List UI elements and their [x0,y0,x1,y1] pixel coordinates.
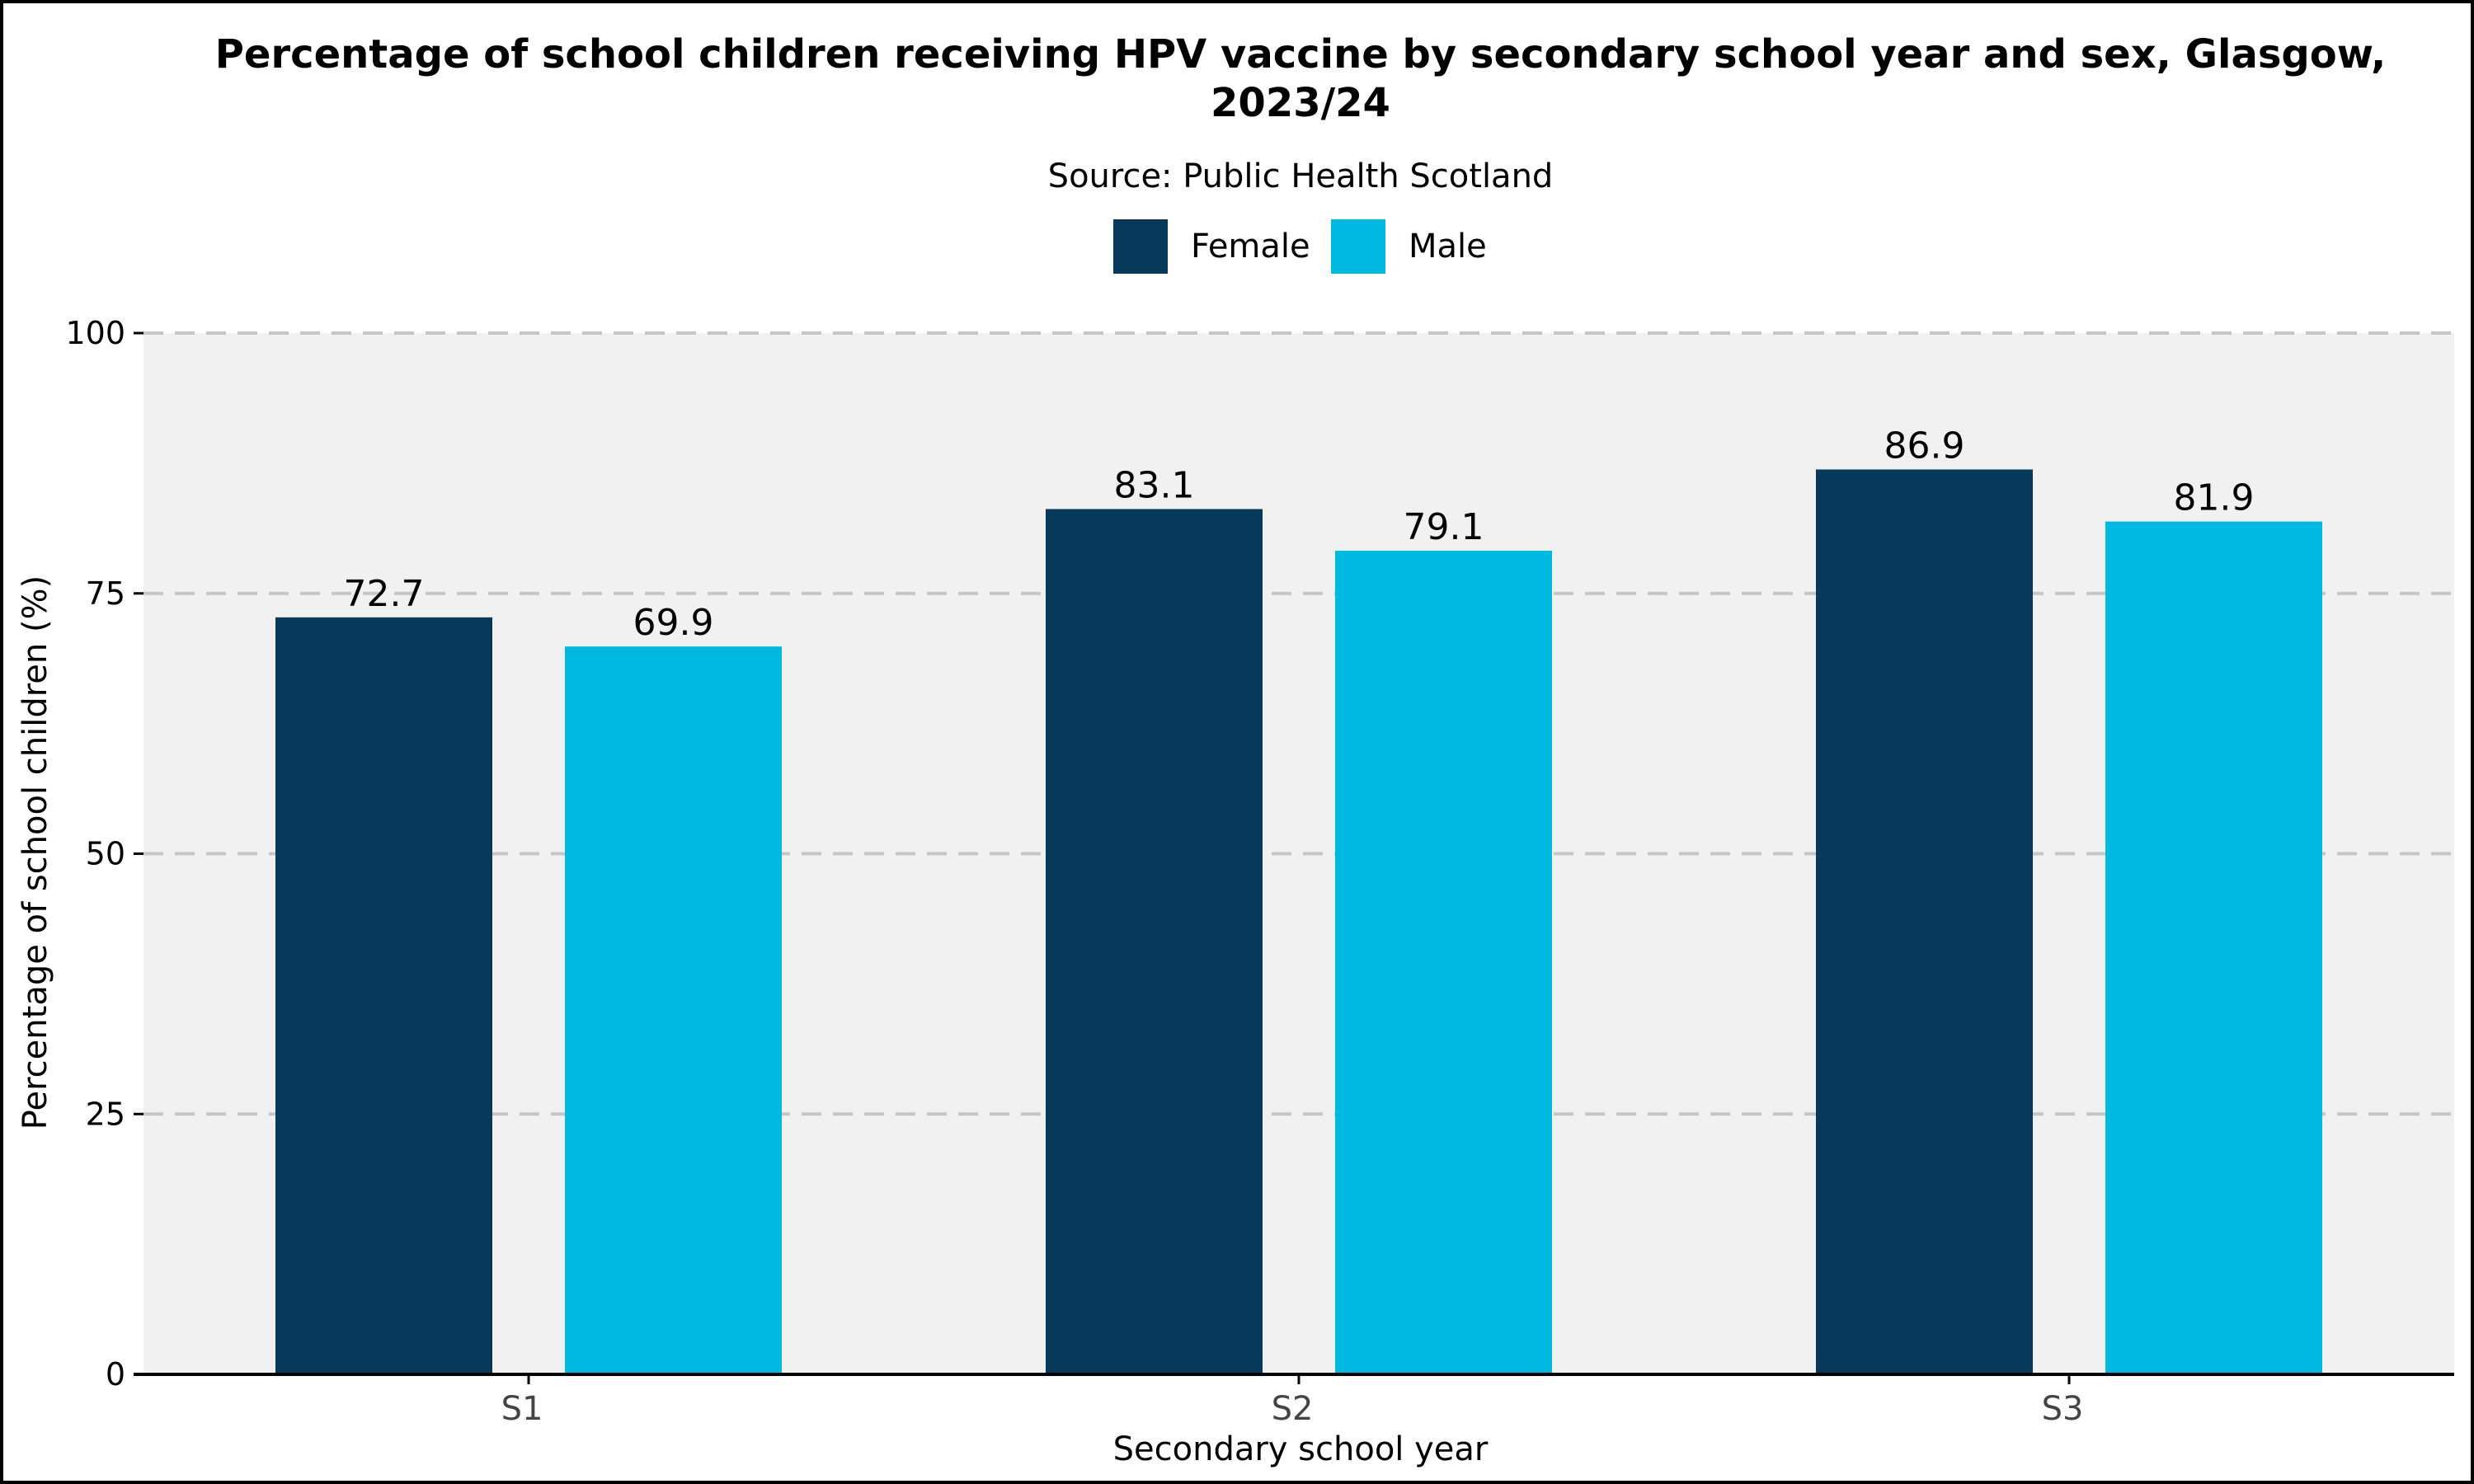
chart-subtitle: Source: Public Health Scotland [1048,157,1554,195]
data-label-male-s2: 79.1 [1404,506,1484,548]
axes: 0 25 50 75 100 S1 S2 S3 [65,315,2454,1428]
chart-svg: Percentage of school children receiving … [16,31,2454,1468]
bar-male-s1 [565,646,782,1374]
legend: Female Male [1113,219,1487,274]
bar-male-s3 [2105,521,2322,1374]
bars [275,469,2322,1374]
y-tick-label-50: 50 [86,836,125,872]
bar-female-s3 [1816,469,2033,1374]
data-label-female-s3: 86.9 [1884,425,1965,467]
y-tick-label-25: 25 [86,1096,125,1132]
x-axis-title: Secondary school year [1113,1430,1489,1468]
y-tick-label-0: 0 [106,1356,125,1392]
x-tick-label-s1: S1 [501,1390,543,1428]
chart-title-line-2: 2023/24 [1211,80,1390,126]
bar-female-s2 [1046,509,1263,1374]
bar-male-s2 [1335,550,1552,1374]
x-tick-label-s2: S2 [1272,1390,1314,1428]
legend-label-female: Female [1191,228,1310,265]
chart-title-line-1: Percentage of school children receiving … [215,31,2387,77]
legend-swatch-male [1331,219,1385,274]
data-label-female-s2: 83.1 [1114,464,1195,506]
y-axis-title: Percentage of school children (%) [16,575,54,1129]
gridlines [143,331,2454,1116]
data-label-female-s1: 72.7 [344,573,425,615]
legend-label-male: Male [1409,228,1487,265]
data-label-male-s3: 81.9 [2174,477,2255,519]
bar-female-s1 [275,617,492,1374]
legend-swatch-female [1113,219,1168,274]
y-tick-label-75: 75 [86,575,125,612]
data-labels: 72.7 69.9 83.1 79.1 86.9 81.9 [344,425,2255,644]
data-label-male-s1: 69.9 [633,602,714,644]
y-tick-label-100: 100 [65,315,125,351]
x-tick-label-s3: S3 [2042,1390,2084,1428]
